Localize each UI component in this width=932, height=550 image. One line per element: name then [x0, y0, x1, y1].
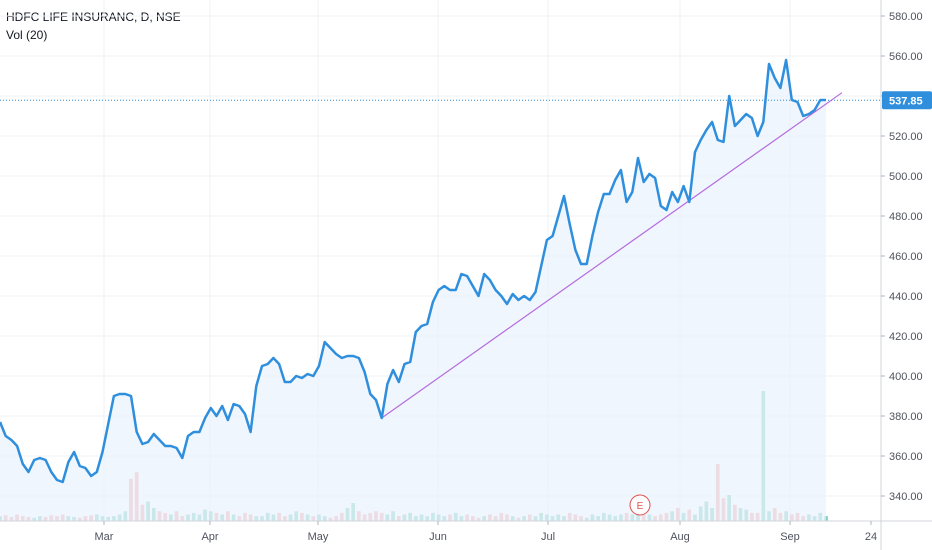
x-tick-label: Jul	[541, 531, 555, 543]
x-tick-label: May	[308, 531, 329, 543]
y-tick-label: 460.00	[889, 251, 923, 263]
earnings-event-label: E	[637, 501, 644, 512]
price-series-line[interactable]	[0, 58, 826, 484]
chart-legend: HDFC LIFE INSURANC, D, NSE Vol (20)	[6, 8, 181, 44]
y-tick-label: 500.00	[889, 171, 923, 183]
y-tick-label: 440.00	[889, 291, 923, 303]
x-tick-label: Sep	[780, 531, 800, 543]
y-tick-label: 560.00	[889, 51, 923, 63]
current-price-value: 537.85	[889, 95, 923, 107]
x-tick-label: Jun	[429, 531, 447, 543]
y-tick-label: 520.00	[889, 131, 923, 143]
earnings-event-marker[interactable]: E	[629, 494, 651, 516]
current-price-badge: 537.85	[882, 91, 932, 110]
earnings-event-icon[interactable]	[629, 494, 651, 516]
symbol-title[interactable]: HDFC LIFE INSURANC, D, NSE	[6, 10, 181, 24]
time-axis[interactable]: Mar Apr May Jun Jul Aug Sep 24	[95, 521, 878, 543]
x-tick-label: Aug	[670, 531, 690, 543]
y-tick-label: 340.00	[889, 491, 923, 503]
x-tick-label: 24	[865, 531, 877, 543]
volume-indicator-label[interactable]: Vol (20)	[6, 28, 48, 42]
y-tick-label: 400.00	[889, 371, 923, 383]
y-tick-label: 360.00	[889, 451, 923, 463]
price-area-fill	[0, 60, 826, 521]
price-axis[interactable]: 340.00 360.00 380.00 400.00 420.00 440.00 460.…	[881, 11, 923, 503]
x-tick-label: Mar	[95, 531, 114, 543]
y-tick-label: 580.00	[889, 11, 923, 23]
trendline[interactable]	[381, 92, 843, 419]
y-tick-label: 420.00	[889, 331, 923, 343]
y-tick-label: 480.00	[889, 211, 923, 223]
x-tick-label: Apr	[201, 531, 218, 543]
current-price-badge-bg	[882, 91, 932, 110]
y-tick-label: 380.00	[889, 411, 923, 423]
